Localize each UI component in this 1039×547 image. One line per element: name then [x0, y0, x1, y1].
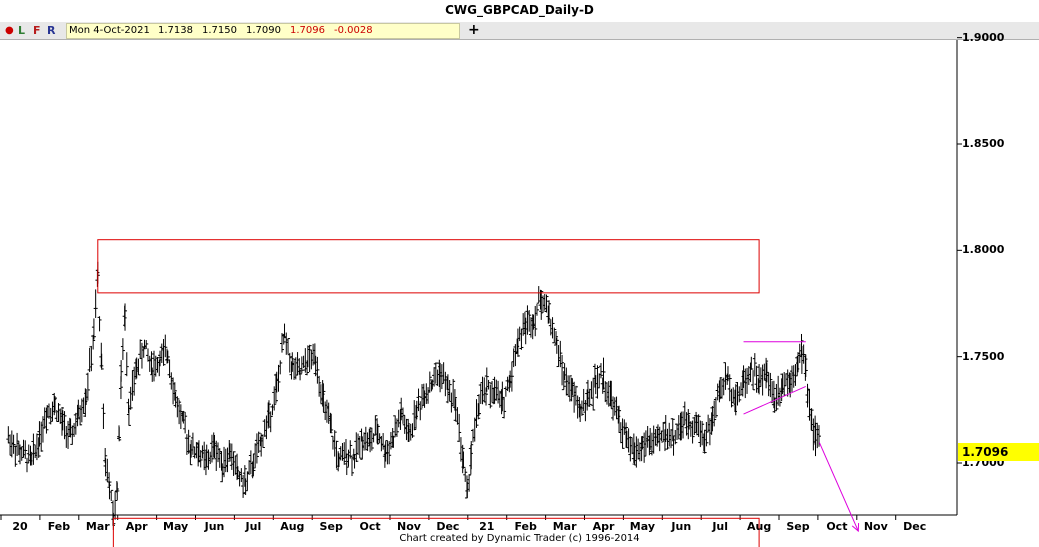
chart-credit: Chart created by Dynamic Trader (c) 1996… — [399, 533, 640, 544]
x-tick-label: May — [162, 520, 189, 533]
quote-low: 1.7090 — [246, 25, 281, 36]
info-bar: ● L F R Mon 4-Oct-2021 1.7138 1.7150 1.7… — [0, 22, 1039, 40]
quote-change: -0.0028 — [334, 25, 373, 36]
x-tick-label: Apr — [125, 520, 148, 533]
projection-arrow — [818, 442, 859, 532]
x-tick-label: Sep — [786, 520, 810, 533]
x-tick-label: Aug — [746, 520, 772, 533]
x-tick-label: Dec — [903, 520, 927, 533]
x-tick-label: 20 — [12, 520, 28, 533]
price-bars — [6, 261, 822, 531]
quote-close: 1.7096 — [290, 25, 325, 36]
x-tick-label: Mar — [85, 520, 110, 533]
y-tick-label: 1.7500 — [962, 349, 1005, 363]
x-tick-label: 21 — [479, 520, 495, 533]
x-tick-label: May — [629, 520, 655, 533]
pattern-bottom-line — [743, 385, 806, 415]
x-tick-label: Oct — [359, 520, 381, 533]
last-price-label: 1.7096 — [962, 445, 1009, 459]
x-tick-label: Dec — [436, 520, 460, 533]
y-tick-label: 1.8500 — [962, 136, 1005, 150]
quote-panel: Mon 4-Oct-2021 1.7138 1.7150 1.7090 1.70… — [66, 23, 460, 39]
red-dot-icon[interactable]: ● — [5, 25, 14, 36]
quote-high: 1.7150 — [202, 25, 237, 36]
plus-button[interactable]: + — [468, 22, 480, 38]
chart-axes — [0, 37, 962, 520]
x-tick-label: Nov — [397, 520, 421, 533]
chart-annotations — [97, 239, 860, 547]
r-button[interactable]: R — [47, 24, 56, 37]
x-tick-label: Feb — [47, 520, 71, 533]
x-tick-label: Nov — [863, 520, 888, 533]
arrowhead — [851, 523, 860, 533]
x-tick-label: Apr — [592, 520, 615, 533]
quote-date: Mon 4-Oct-2021 — [69, 25, 150, 36]
chart-title: CWG_GBPCAD_Daily-D — [445, 3, 594, 17]
last-price-box — [958, 443, 1039, 461]
x-tick-label: Aug — [280, 520, 305, 533]
y-tick-label: 1.8000 — [962, 243, 1005, 257]
quote-open: 1.7138 — [158, 25, 193, 36]
l-button[interactable]: L — [18, 24, 26, 37]
f-button[interactable]: F — [33, 24, 41, 37]
y-tick-label: 1.9000 — [962, 30, 1005, 44]
upper-zone-box — [97, 239, 760, 294]
x-tick-label: Oct — [826, 520, 848, 533]
x-tick-label: Sep — [319, 520, 343, 533]
x-tick-label: Feb — [514, 520, 537, 533]
x-tick-label: Jul — [245, 520, 262, 533]
x-tick-label: Jul — [712, 520, 729, 533]
lower-zone-box — [112, 517, 760, 547]
x-tick-label: Mar — [552, 520, 577, 533]
x-tick-label: Jun — [671, 520, 692, 533]
x-tick-label: Jun — [204, 520, 225, 533]
plot-area — [0, 40, 957, 515]
